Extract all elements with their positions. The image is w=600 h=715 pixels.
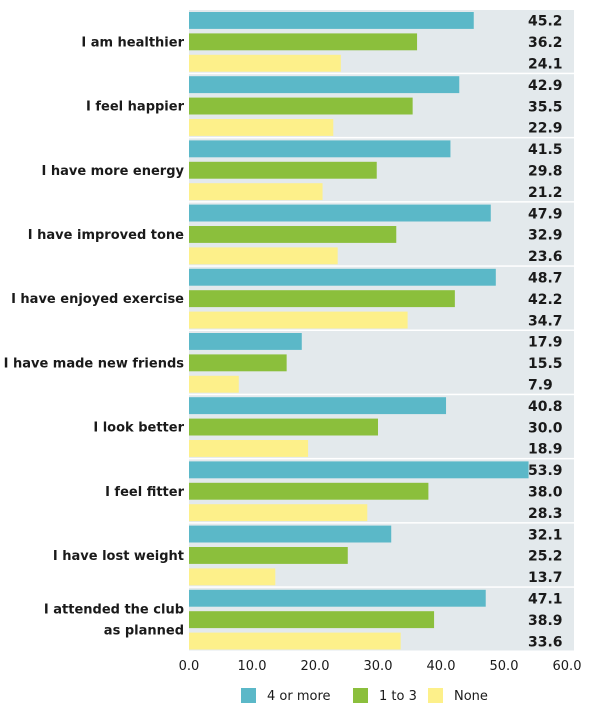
bar <box>189 547 348 564</box>
data-label: 36.2 <box>528 35 563 51</box>
legend-label: 4 or more <box>267 689 331 704</box>
category-label: as planned <box>104 624 184 639</box>
legend-swatch <box>428 688 443 703</box>
bar <box>189 333 302 350</box>
data-label: 23.6 <box>528 249 563 265</box>
data-label: 53.9 <box>528 463 563 479</box>
data-label: 22.9 <box>528 121 563 137</box>
legend-label: None <box>454 689 488 704</box>
bar <box>189 311 408 329</box>
bar <box>189 440 309 457</box>
legend-swatch <box>241 688 256 703</box>
data-label: 15.5 <box>528 356 563 372</box>
bar <box>189 183 323 201</box>
bar <box>189 568 276 586</box>
data-label: 24.1 <box>528 57 563 73</box>
data-label: 13.7 <box>528 570 563 586</box>
data-label: 7.9 <box>528 378 553 394</box>
data-label: 17.9 <box>528 335 563 351</box>
category-label: I feel fitter <box>105 485 185 500</box>
data-label: 33.6 <box>528 634 563 650</box>
bar <box>189 525 392 543</box>
x-tick-label: 20.0 <box>301 659 330 674</box>
bar <box>189 397 447 415</box>
bar <box>189 247 338 265</box>
bar <box>189 290 455 308</box>
x-tick-label: 10.0 <box>238 659 267 674</box>
bar <box>189 76 460 94</box>
legend-swatch <box>353 688 368 703</box>
data-label: 32.1 <box>528 527 563 543</box>
bar <box>189 632 401 650</box>
x-tick-label: 50.0 <box>490 659 519 674</box>
bar <box>189 140 451 158</box>
data-label: 47.1 <box>528 592 563 608</box>
data-label: 42.2 <box>528 292 563 308</box>
bar <box>189 589 486 607</box>
data-label: 25.2 <box>528 549 563 565</box>
category-label: I attended the club <box>44 603 184 618</box>
bar <box>189 12 474 29</box>
bar <box>189 375 239 393</box>
data-label: 34.7 <box>528 313 563 329</box>
category-label: I am healthier <box>81 35 184 50</box>
category-label: I have lost weight <box>53 549 184 564</box>
bar <box>189 482 429 500</box>
data-label: 38.0 <box>528 485 563 501</box>
data-label: 48.7 <box>528 271 563 287</box>
bar <box>189 119 334 136</box>
category-label: I look better <box>93 421 184 436</box>
category-label: I have made new friends <box>4 356 185 371</box>
category-label: I feel happier <box>86 100 185 115</box>
bar <box>189 226 397 243</box>
bar <box>189 461 529 479</box>
data-label: 32.9 <box>528 228 563 244</box>
x-tick-label: 60.0 <box>553 659 582 674</box>
data-label: 38.9 <box>528 613 563 629</box>
data-label: 40.8 <box>528 399 563 415</box>
x-tick-label: 0.0 <box>179 659 200 674</box>
bar <box>189 418 378 436</box>
bar <box>189 97 413 115</box>
category-label: I have enjoyed exercise <box>11 292 184 307</box>
bar <box>189 33 418 51</box>
bar <box>189 161 377 179</box>
category-label: I have more energy <box>41 164 184 179</box>
data-label: 42.9 <box>528 78 563 94</box>
bar <box>189 354 287 372</box>
legend-label: 1 to 3 <box>379 689 417 704</box>
data-label: 21.2 <box>528 185 563 201</box>
data-label: 47.9 <box>528 206 563 222</box>
category-label: I have improved tone <box>28 228 184 243</box>
data-label: 41.5 <box>528 142 563 158</box>
x-tick-label: 40.0 <box>427 659 456 674</box>
x-tick-label: 30.0 <box>364 659 393 674</box>
data-label: 28.3 <box>528 506 563 522</box>
bar <box>189 54 341 72</box>
bar <box>189 504 368 522</box>
bar <box>189 204 491 222</box>
data-label: 35.5 <box>528 99 563 115</box>
bar <box>189 611 435 629</box>
data-label: 45.2 <box>528 14 563 30</box>
data-label: 29.8 <box>528 164 563 180</box>
data-label: 18.9 <box>528 442 563 458</box>
data-label: 30.0 <box>528 420 563 436</box>
bar <box>189 268 496 286</box>
